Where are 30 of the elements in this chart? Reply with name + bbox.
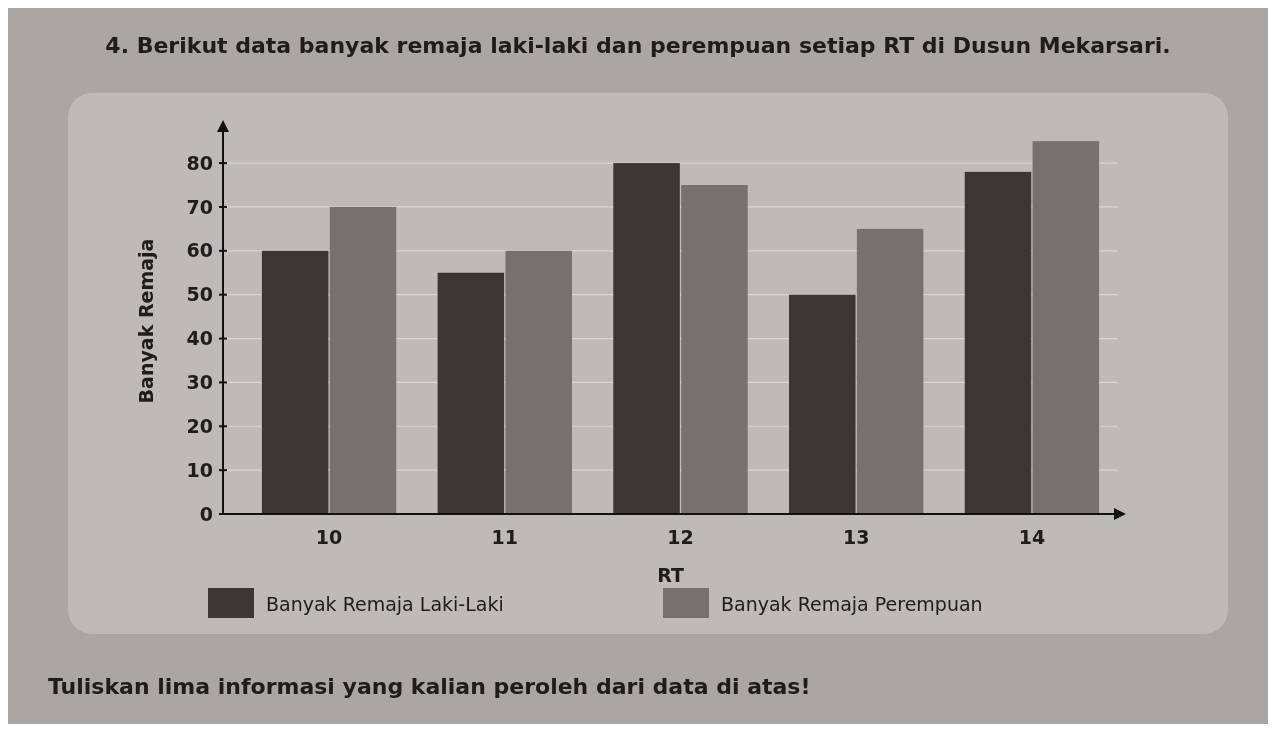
- bar: [329, 206, 397, 514]
- legend-label: Banyak Remaja Perempuan: [721, 592, 983, 615]
- y-axis-title: Banyak Remaja: [135, 238, 157, 404]
- x-tick-label: 12: [667, 526, 694, 548]
- y-tick-label: 20: [186, 414, 213, 437]
- x-tick-label: 11: [491, 526, 519, 548]
- y-tick-label: 50: [186, 283, 213, 306]
- bar: [1032, 141, 1100, 514]
- text: Tuliskan lima informasi yang kalian peroleh dari data di atas!: [48, 674, 811, 699]
- bar: [856, 228, 924, 514]
- y-tick-label: 10: [186, 458, 213, 481]
- bar: [261, 250, 329, 514]
- bar: [505, 250, 572, 514]
- y-tick-label: 30: [186, 371, 213, 394]
- y-tick-label: 60: [186, 239, 213, 262]
- x-tick-label: 13: [842, 526, 870, 548]
- bar: [789, 294, 856, 514]
- x-tick-label: 14: [1018, 526, 1046, 548]
- y-tick-label: 80: [186, 151, 213, 174]
- bar: [613, 163, 680, 514]
- bar: [437, 272, 505, 514]
- y-tick-label: 0: [199, 502, 213, 525]
- x-axis-title: RT: [657, 564, 684, 586]
- legend-label: Banyak Remaja Laki-Laki: [266, 592, 504, 615]
- x-tick-label: 10: [315, 526, 343, 548]
- bar: [964, 171, 1032, 514]
- bar: [681, 185, 748, 514]
- y-tick-label: 70: [186, 195, 213, 218]
- y-tick-label: 40: [186, 327, 213, 350]
- chart-title: 4. Berikut data banyak remaja laki-laki dan perempuan setiap RT di Dusun Mekarsari.: [105, 33, 1171, 58]
